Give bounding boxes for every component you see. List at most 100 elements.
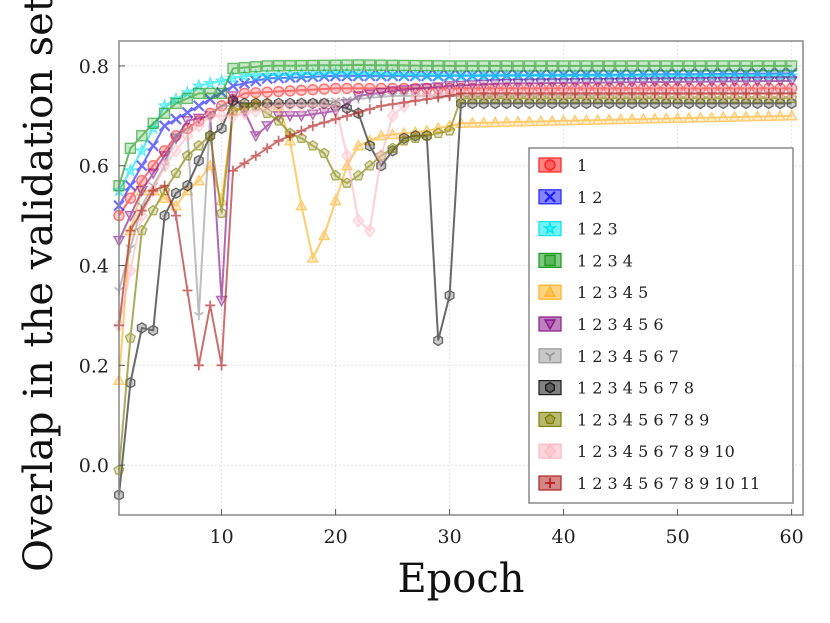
- data-point: [317, 66, 332, 80]
- data-point: [695, 88, 706, 99]
- data-point: [421, 129, 433, 141]
- data-point: [695, 97, 706, 110]
- data-point: [557, 114, 570, 126]
- data-point: [352, 82, 365, 95]
- data-point: [158, 151, 171, 163]
- data-point: [227, 95, 239, 107]
- data-point: [660, 60, 672, 72]
- data-point: [148, 324, 159, 337]
- data-point: [261, 60, 273, 72]
- data-point: [352, 169, 365, 181]
- legend-swatch: [538, 411, 562, 427]
- data-point: [124, 142, 137, 154]
- data-point: [499, 68, 514, 83]
- data-point: [386, 59, 399, 72]
- data-point: [614, 113, 627, 125]
- data-point: [285, 130, 295, 141]
- data-point: [786, 88, 797, 99]
- legend-item: 1 2: [538, 188, 602, 207]
- data-point: [305, 66, 320, 81]
- data-point: [295, 199, 308, 211]
- legend-label: 1 2 3 4 5 6 7 8 9 10: [577, 442, 735, 461]
- data-point: [615, 88, 626, 99]
- data-point: [649, 88, 660, 99]
- data-point: [501, 97, 512, 110]
- data-point: [363, 89, 376, 101]
- data-point: [568, 114, 582, 126]
- data-point: [341, 82, 353, 95]
- data-point: [158, 120, 171, 132]
- data-point: [614, 77, 627, 89]
- data-point: [386, 128, 399, 140]
- series-10: [113, 86, 798, 333]
- data-point: [489, 79, 502, 91]
- data-point: [397, 85, 411, 97]
- data-point: [282, 67, 298, 81]
- data-point: [158, 107, 171, 120]
- data-point: [306, 109, 319, 121]
- data-point: [362, 66, 377, 81]
- data-point: [500, 78, 513, 90]
- data-point: [181, 149, 194, 161]
- data-point: [648, 77, 661, 89]
- data-point: [250, 75, 262, 87]
- data-point: [684, 88, 694, 99]
- legend-item: 1 2 3 4 5: [538, 283, 648, 302]
- data-point: [785, 109, 798, 121]
- legend-item: 1 2 3: [538, 220, 618, 239]
- data-point: [580, 113, 593, 126]
- data-point: [637, 60, 650, 72]
- data-point: [465, 68, 480, 83]
- data-point: [295, 98, 308, 113]
- legend-item: 1: [538, 156, 587, 175]
- data-point: [170, 167, 182, 179]
- data-point: [273, 135, 284, 146]
- data-point: [181, 92, 194, 105]
- data-point: [204, 129, 216, 141]
- x-tick-label: 50: [666, 526, 690, 548]
- data-point: [694, 111, 707, 123]
- data-point: [284, 98, 296, 113]
- data-point: [568, 78, 582, 90]
- series-line: [118, 97, 792, 471]
- legend-label: 1 2: [577, 188, 602, 207]
- data-point: [546, 78, 559, 90]
- data-point: [570, 97, 580, 110]
- data-point: [500, 60, 513, 72]
- y-tick-label: 0.2: [79, 355, 109, 377]
- data-point: [569, 60, 581, 72]
- data-point: [375, 87, 388, 100]
- data-point: [193, 139, 205, 151]
- data-point: [408, 67, 423, 82]
- data-point: [786, 97, 797, 110]
- data-point: [762, 109, 775, 122]
- data-point: [237, 68, 252, 83]
- data-point: [262, 143, 273, 154]
- data-point: [318, 147, 330, 159]
- data-point: [581, 97, 592, 110]
- data-point: [192, 174, 205, 186]
- data-point: [330, 114, 341, 125]
- data-point: [523, 78, 536, 90]
- data-point: [329, 169, 342, 181]
- data-point: [410, 95, 421, 106]
- legend-marker: [542, 220, 558, 235]
- data-point: [261, 86, 273, 98]
- data-point: [546, 60, 558, 72]
- data-point: [396, 67, 412, 82]
- data-point: [592, 88, 603, 99]
- data-point: [203, 75, 218, 90]
- data-point: [124, 332, 137, 343]
- data-point: [477, 116, 490, 128]
- data-point: [453, 68, 469, 83]
- data-point: [193, 87, 205, 100]
- data-point: [432, 60, 444, 72]
- data-point: [295, 59, 308, 72]
- data-point: [740, 60, 752, 72]
- data-point: [741, 88, 751, 99]
- data-point: [466, 116, 479, 128]
- data-point: [625, 112, 639, 125]
- data-point: [763, 60, 775, 72]
- data-point: [238, 106, 251, 121]
- data-point: [637, 112, 650, 124]
